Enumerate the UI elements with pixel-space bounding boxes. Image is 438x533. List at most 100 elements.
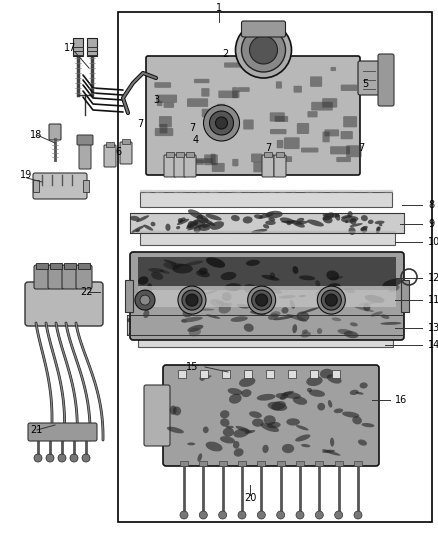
Ellipse shape xyxy=(360,382,367,389)
Bar xyxy=(219,461,227,466)
Ellipse shape xyxy=(350,218,357,225)
Ellipse shape xyxy=(350,390,359,395)
Text: 20: 20 xyxy=(244,493,256,503)
Ellipse shape xyxy=(293,323,307,327)
Circle shape xyxy=(135,290,155,310)
Ellipse shape xyxy=(318,293,334,300)
Ellipse shape xyxy=(131,225,145,233)
Ellipse shape xyxy=(181,319,187,323)
Ellipse shape xyxy=(347,211,353,217)
Ellipse shape xyxy=(345,220,348,223)
Ellipse shape xyxy=(198,319,213,328)
Circle shape xyxy=(46,454,54,462)
Ellipse shape xyxy=(230,316,248,322)
Ellipse shape xyxy=(189,328,201,336)
Ellipse shape xyxy=(222,292,232,301)
Circle shape xyxy=(34,454,42,462)
Ellipse shape xyxy=(346,313,351,320)
Bar xyxy=(276,152,284,157)
Ellipse shape xyxy=(215,301,230,305)
Ellipse shape xyxy=(281,391,294,397)
Ellipse shape xyxy=(349,320,355,327)
Text: 7: 7 xyxy=(189,123,195,133)
Ellipse shape xyxy=(388,285,399,292)
Ellipse shape xyxy=(162,326,168,333)
Ellipse shape xyxy=(316,290,332,301)
Ellipse shape xyxy=(203,222,212,228)
Circle shape xyxy=(182,290,202,310)
Ellipse shape xyxy=(257,301,273,306)
Ellipse shape xyxy=(148,324,152,328)
Ellipse shape xyxy=(259,212,274,219)
FancyBboxPatch shape xyxy=(343,116,357,127)
Ellipse shape xyxy=(376,227,381,234)
Ellipse shape xyxy=(335,213,340,221)
Ellipse shape xyxy=(342,411,359,418)
Bar xyxy=(200,370,208,378)
Text: 7: 7 xyxy=(137,119,143,129)
Circle shape xyxy=(236,22,292,78)
Ellipse shape xyxy=(205,442,223,451)
Ellipse shape xyxy=(265,221,276,225)
Ellipse shape xyxy=(201,217,215,226)
Bar xyxy=(122,139,130,144)
Ellipse shape xyxy=(208,323,222,332)
Ellipse shape xyxy=(194,226,201,233)
Ellipse shape xyxy=(176,226,180,229)
Ellipse shape xyxy=(350,223,363,227)
Ellipse shape xyxy=(381,314,389,319)
Circle shape xyxy=(317,286,345,314)
FancyBboxPatch shape xyxy=(194,158,213,163)
Ellipse shape xyxy=(147,283,152,293)
Ellipse shape xyxy=(171,263,184,267)
Text: 15: 15 xyxy=(186,362,198,372)
Text: 7: 7 xyxy=(358,143,364,153)
FancyBboxPatch shape xyxy=(79,139,91,169)
FancyBboxPatch shape xyxy=(311,102,333,110)
Ellipse shape xyxy=(167,427,184,433)
Ellipse shape xyxy=(233,429,249,438)
FancyBboxPatch shape xyxy=(284,138,300,149)
FancyBboxPatch shape xyxy=(181,160,187,170)
Ellipse shape xyxy=(268,217,275,221)
Ellipse shape xyxy=(333,315,339,322)
Ellipse shape xyxy=(276,393,289,399)
Ellipse shape xyxy=(181,317,203,322)
Text: 10: 10 xyxy=(428,237,438,247)
Ellipse shape xyxy=(127,318,137,323)
Circle shape xyxy=(321,290,341,310)
Ellipse shape xyxy=(322,450,335,453)
Circle shape xyxy=(335,511,343,519)
Ellipse shape xyxy=(293,397,307,405)
FancyBboxPatch shape xyxy=(34,265,50,289)
Ellipse shape xyxy=(220,418,230,427)
Bar xyxy=(288,370,296,378)
Ellipse shape xyxy=(148,268,164,272)
FancyBboxPatch shape xyxy=(277,140,283,148)
Ellipse shape xyxy=(185,326,201,333)
Ellipse shape xyxy=(382,279,402,288)
Ellipse shape xyxy=(185,261,203,266)
Ellipse shape xyxy=(267,422,281,429)
Ellipse shape xyxy=(143,224,153,231)
Bar xyxy=(176,152,184,157)
Ellipse shape xyxy=(187,325,203,332)
Ellipse shape xyxy=(332,317,341,321)
Bar xyxy=(140,192,392,207)
Ellipse shape xyxy=(321,314,333,322)
Bar xyxy=(140,233,395,245)
Ellipse shape xyxy=(136,229,140,232)
Bar xyxy=(127,315,403,335)
Ellipse shape xyxy=(292,324,297,333)
Ellipse shape xyxy=(204,290,218,295)
Ellipse shape xyxy=(271,401,286,410)
Ellipse shape xyxy=(301,332,311,337)
Ellipse shape xyxy=(367,321,372,326)
Ellipse shape xyxy=(379,224,382,226)
Ellipse shape xyxy=(237,304,249,309)
Ellipse shape xyxy=(173,407,181,416)
Ellipse shape xyxy=(185,323,191,330)
Bar xyxy=(138,257,396,290)
Ellipse shape xyxy=(136,215,149,222)
Ellipse shape xyxy=(141,327,150,333)
